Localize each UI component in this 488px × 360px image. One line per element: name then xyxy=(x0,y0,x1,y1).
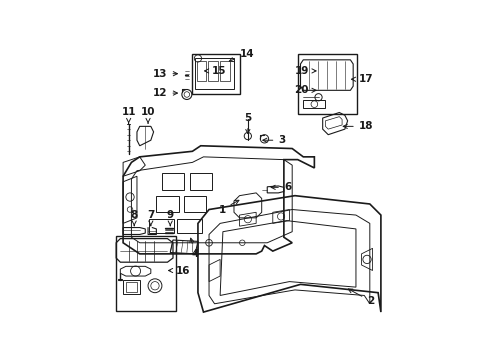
Text: 3: 3 xyxy=(262,135,285,145)
Text: 5: 5 xyxy=(244,113,251,134)
Text: 9: 9 xyxy=(166,210,173,226)
Text: 6: 6 xyxy=(270,183,290,192)
Text: 16: 16 xyxy=(168,266,190,275)
Text: 17: 17 xyxy=(351,74,372,84)
Text: 14: 14 xyxy=(229,49,254,62)
Text: 7: 7 xyxy=(147,210,154,226)
Text: 11: 11 xyxy=(121,108,136,123)
Text: 4: 4 xyxy=(189,238,199,259)
Text: 15: 15 xyxy=(204,66,226,76)
Text: 8: 8 xyxy=(130,210,138,226)
Text: 2: 2 xyxy=(347,289,373,306)
Text: 12: 12 xyxy=(153,88,177,98)
Text: 19: 19 xyxy=(294,66,315,76)
Text: 10: 10 xyxy=(141,108,155,123)
Bar xyxy=(116,236,175,311)
Text: 1: 1 xyxy=(218,200,239,215)
Text: 18: 18 xyxy=(343,121,372,131)
Text: 13: 13 xyxy=(153,69,177,79)
Text: 20: 20 xyxy=(294,85,315,95)
Bar xyxy=(192,54,239,94)
Bar xyxy=(297,54,357,114)
